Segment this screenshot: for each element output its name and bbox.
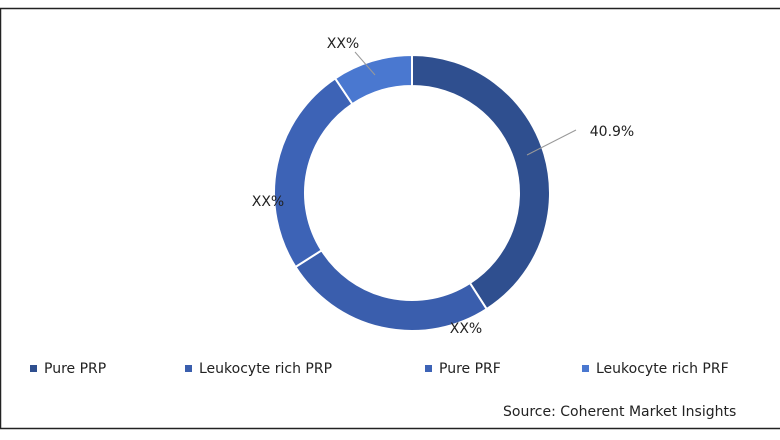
source: Source: Coherent Market Insights (503, 404, 736, 420)
legend-swatch (425, 365, 432, 372)
data-label: XX% (252, 194, 284, 210)
legend-label: Pure PRP (44, 361, 106, 377)
legend-label: Leukocyte rich PRP (199, 361, 332, 377)
legend-label: Pure PRF (439, 361, 501, 377)
leader-line (354, 51, 376, 76)
legend-swatch (30, 365, 37, 372)
donut-segment (411, 53, 551, 311)
leader-line (526, 129, 577, 156)
legend-swatch (582, 365, 589, 372)
legend-label: Leukocyte rich PRF (596, 361, 729, 377)
data-label: XX% (450, 321, 482, 337)
data-label: 40.9% (590, 124, 634, 140)
donut-segment (333, 53, 413, 106)
legend-swatch (185, 365, 192, 372)
data-label: XX% (327, 36, 359, 52)
